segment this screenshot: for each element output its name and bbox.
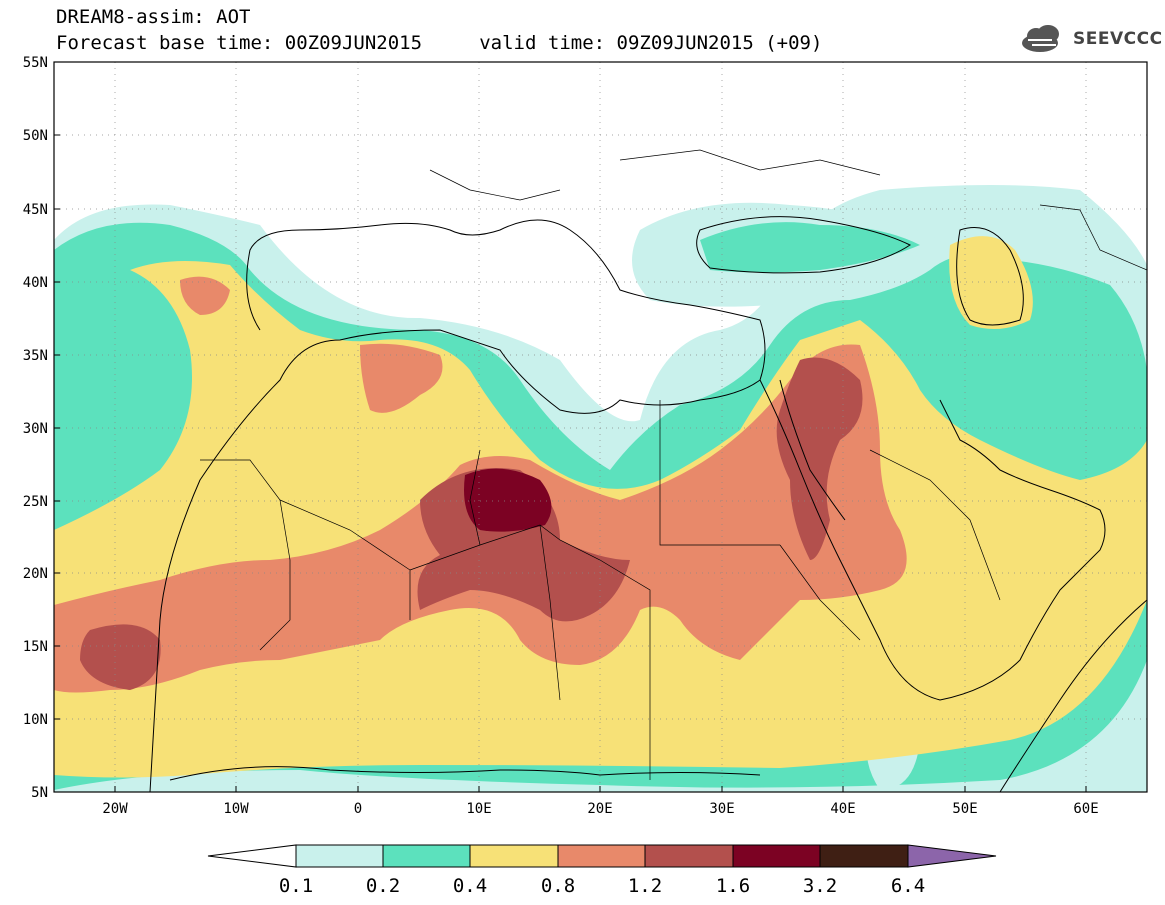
colorbar-label-1-2: 1.2 xyxy=(628,875,662,897)
aot-field xyxy=(54,62,1147,792)
colorbar-label-6-4: 6.4 xyxy=(891,875,925,897)
colorbar xyxy=(207,844,997,868)
lon-ticks xyxy=(114,786,1087,792)
lat-labels: 55N 50N 45N 40N 35N 30N 25N 20N 15N 10N … xyxy=(23,55,48,801)
lat-label-15n: 15N xyxy=(23,639,48,655)
lat-label-50n: 50N xyxy=(23,128,48,144)
lon-label-20e: 20E xyxy=(587,801,612,817)
colorbar-swatch-7 xyxy=(819,844,909,868)
lon-label-30e: 30E xyxy=(709,801,734,817)
aot-contour-0-8-north xyxy=(360,343,443,413)
lon-label-20w: 20W xyxy=(102,801,128,817)
forecast-time-subtitle: Forecast base time: 00Z09JUN2015 valid t… xyxy=(56,32,823,54)
lat-label-20n: 20N xyxy=(23,566,48,582)
colorbar-swatch-6 xyxy=(732,844,821,868)
country-borders xyxy=(200,149,1147,780)
colorbar-labels: 0.1 0.2 0.4 0.8 1.2 1.6 3.2 6.4 xyxy=(279,875,925,897)
lon-labels: 20W 10W 0 10E 20E 30E 40E 50E 60E xyxy=(102,801,1098,817)
lat-label-35n: 35N xyxy=(23,348,48,364)
colorbar-label-0-8: 0.8 xyxy=(541,875,575,897)
lon-label-50e: 50E xyxy=(952,801,977,817)
colorbar-label-0-4: 0.4 xyxy=(453,875,487,897)
colorbar-label-3-2: 3.2 xyxy=(803,875,837,897)
colorbar-label-0-2: 0.2 xyxy=(366,875,400,897)
logo-wordmark: SEEVCCC xyxy=(1073,29,1163,49)
lat-label-40n: 40N xyxy=(23,275,48,291)
lat-ticks xyxy=(54,61,60,793)
cloud-icon xyxy=(1022,25,1059,52)
lon-label-40e: 40E xyxy=(830,801,855,817)
lon-label-10w: 10W xyxy=(223,801,249,817)
aot-contour-0-4-caspian xyxy=(949,236,1033,329)
aot-contour-0-8-iberia xyxy=(180,276,230,315)
colorbar-label-0-1: 0.1 xyxy=(279,875,313,897)
lon-label-10e: 10E xyxy=(466,801,491,817)
chart-title: DREAM8-assim: AOT xyxy=(56,6,251,28)
colorbar-swatch-5 xyxy=(644,844,734,868)
colorbar-swatch-1 xyxy=(295,844,384,868)
colorbar-arrow-high xyxy=(907,844,997,868)
aot-contour-1-6 xyxy=(464,468,552,532)
lat-label-45n: 45N xyxy=(23,202,48,218)
colorbar-arrow-low xyxy=(207,844,297,868)
lat-label-5n: 5N xyxy=(31,785,48,801)
seevccc-logo xyxy=(1022,25,1059,52)
lat-label-25n: 25N xyxy=(23,494,48,510)
aot-contour-1-2 xyxy=(80,624,161,690)
colorbar-swatch-2 xyxy=(382,844,471,868)
colorbar-swatch-4 xyxy=(557,844,646,868)
lat-label-10n: 10N xyxy=(23,712,48,728)
lon-label-60e: 60E xyxy=(1073,801,1098,817)
aot-contour-1-2-arabia xyxy=(776,357,863,560)
lat-label-30n: 30N xyxy=(23,421,48,437)
lat-label-55n: 55N xyxy=(23,55,48,71)
graticule xyxy=(54,62,1147,792)
colorbar-swatch-3 xyxy=(469,844,559,868)
coastlines xyxy=(149,216,1147,792)
aot-contour-0-2-east xyxy=(700,222,920,273)
lon-label-0: 0 xyxy=(354,801,362,817)
colorbar-label-1-6: 1.6 xyxy=(716,875,750,897)
